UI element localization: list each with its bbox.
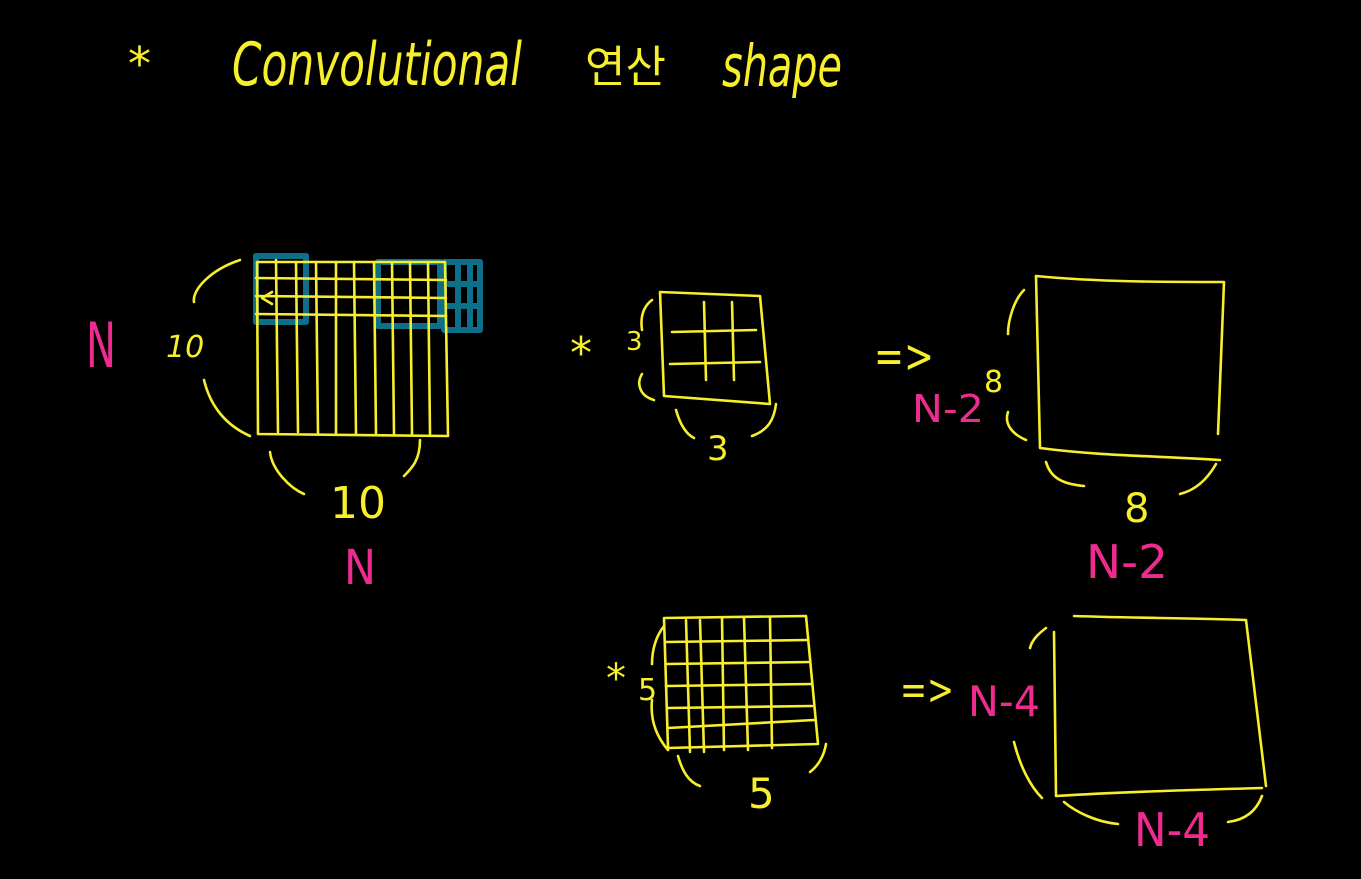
filter-5-grid — [650, 614, 828, 788]
output-5-height-brace — [1012, 626, 1048, 800]
title-bullet: * — [128, 37, 151, 91]
output-3-height-value: 8 — [984, 365, 1003, 400]
filter-window-highlight — [253, 253, 309, 325]
filter-3-height-value: 3 — [626, 327, 643, 357]
filter-3-width-value: 3 — [707, 429, 729, 469]
filter-3-grid-lines — [668, 300, 762, 382]
input-matrix-outline — [255, 260, 450, 438]
output-5-height-name: N-4 — [968, 677, 1040, 726]
output-3-height-brace — [1005, 288, 1028, 442]
filter-3-outline — [658, 290, 772, 406]
filter-3-arrow: => — [874, 329, 934, 383]
output-5-box — [1012, 614, 1268, 826]
filter-5-grid-horizontal — [664, 638, 816, 730]
title-shape: shape — [722, 32, 842, 100]
output-5-width-brace — [1062, 794, 1264, 826]
filter-5-width-brace — [676, 742, 828, 788]
input-width-name: N — [344, 540, 376, 596]
filter-5-outline — [662, 614, 820, 750]
filter-5-arrow: => — [900, 665, 954, 714]
input-matrix — [192, 253, 483, 496]
input-width-brace — [268, 438, 422, 496]
filter-5-width-value: 5 — [748, 769, 775, 818]
filter-3-height-brace — [638, 298, 656, 402]
filter-3-operator: * — [570, 328, 592, 379]
output-3-width-brace — [1044, 460, 1218, 496]
input-height-value: 10 — [166, 330, 204, 365]
filter-5-height-value: 5 — [638, 673, 657, 708]
output-5-width-name: N-4 — [1134, 803, 1210, 857]
filter-5-operator: * — [606, 656, 626, 702]
slide-arrow-mark — [260, 290, 274, 306]
output-3-width-name: N-2 — [1086, 535, 1168, 589]
input-height-brace — [192, 258, 252, 438]
title-korean: 연산 — [585, 42, 666, 93]
input-grid-vertical — [274, 258, 432, 436]
filter-5-height-brace — [650, 624, 670, 752]
title-word: Convolutional — [232, 30, 522, 100]
filter-window-highlight — [441, 259, 483, 333]
filter-3-width-brace — [674, 402, 778, 440]
filter-3-grid — [638, 290, 778, 440]
output-5-outline — [1052, 614, 1268, 798]
output-3-outline — [1034, 274, 1226, 462]
title: * Convolutional 연산 shape — [128, 30, 842, 100]
output-3-height-name: N-2 — [912, 387, 984, 431]
output-3-width-value: 8 — [1124, 486, 1149, 532]
input-width-value: 10 — [330, 478, 386, 529]
output-3-box — [1005, 274, 1226, 496]
input-height-name: N — [86, 309, 116, 382]
input-grid-horizontal — [254, 276, 448, 318]
